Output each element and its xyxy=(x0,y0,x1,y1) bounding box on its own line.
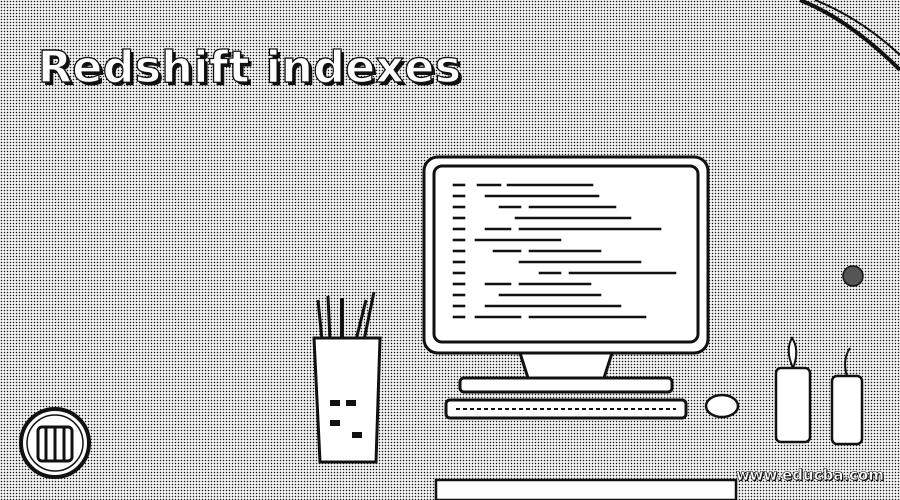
monitor-icon xyxy=(422,155,740,420)
pencil-cup-icon xyxy=(312,291,382,464)
decor-arc xyxy=(799,0,900,72)
database-cylinder-icon xyxy=(19,407,91,479)
code-lines xyxy=(452,183,677,319)
page-title: Redshift indexes xyxy=(37,41,462,93)
decor-dot xyxy=(842,265,864,287)
site-watermark: www.educba.com xyxy=(735,466,885,485)
desk-platform xyxy=(434,478,738,500)
plant-pots-icon xyxy=(774,336,864,446)
decor-arc-inner xyxy=(814,0,900,56)
